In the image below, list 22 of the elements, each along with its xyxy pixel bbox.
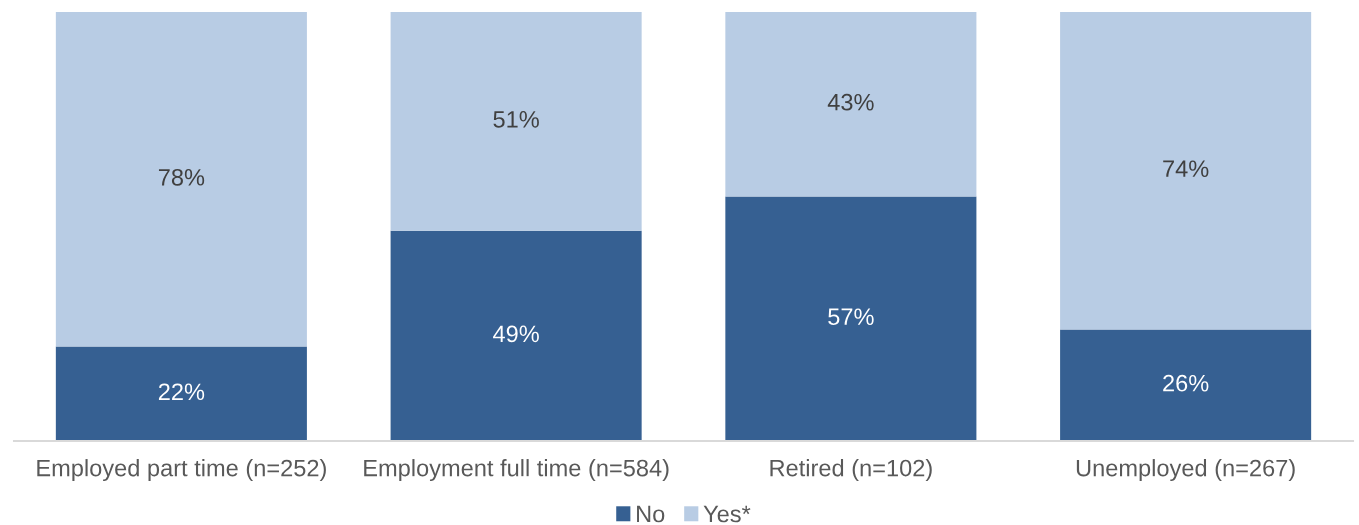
data-label: 26% (1163, 374, 1209, 392)
bar (55, 346, 307, 441)
legend-label: Yes* (703, 505, 751, 523)
bar (1060, 12, 1312, 330)
bar (1060, 329, 1312, 441)
bar (390, 12, 642, 231)
bar (390, 230, 642, 441)
data-label: 22% (158, 383, 205, 401)
data-label: 51% (493, 111, 539, 128)
data-label: 78% (158, 168, 205, 186)
data-label: 57% (828, 308, 874, 326)
x-tick-label: Unemployed (n=267) (1076, 459, 1295, 482)
data-label: 74% (1163, 160, 1209, 177)
legend-label: No (637, 505, 665, 523)
x-tick-label: Employment full time (n=584) (364, 459, 669, 482)
data-label: 49% (493, 325, 539, 343)
x-tick-label: Retired (n=102) (770, 459, 932, 482)
x-tick-label: Employed part time (n=252) (37, 459, 326, 482)
bar (725, 196, 977, 441)
bar (55, 12, 307, 347)
data-label: 43% (827, 93, 874, 111)
bar (725, 12, 977, 197)
